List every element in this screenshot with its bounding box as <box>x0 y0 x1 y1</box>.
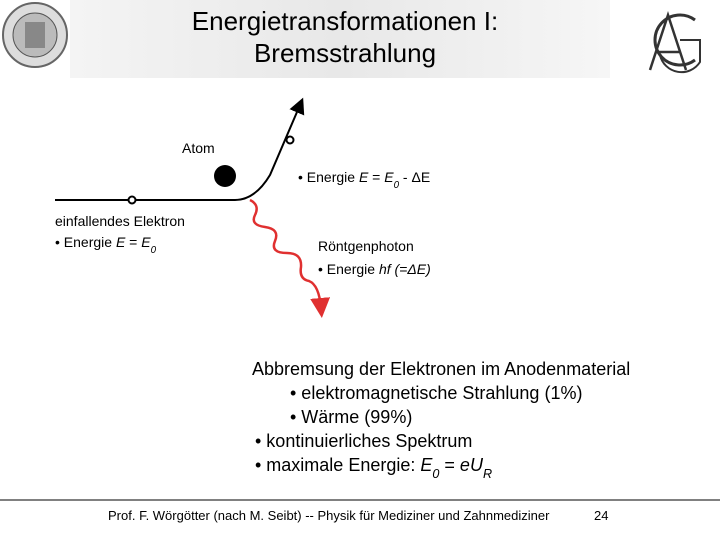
text-run: = <box>439 455 460 475</box>
text-run: E <box>420 455 433 475</box>
text-run: U <box>470 455 484 475</box>
text-run: • kontinuierliches Spektrum <box>255 431 472 451</box>
electron-label: einfallendes Elektron <box>55 213 185 229</box>
photon-energy: • Energie hf (=ΔE) <box>318 261 431 277</box>
footer-text: Prof. F. Wörgötter (nach M. Seibt) -- Ph… <box>108 508 550 523</box>
text-run: = <box>125 234 141 250</box>
text-run: Abbremsung der Elektronen im Anodenmater… <box>252 359 630 379</box>
cag-logo <box>648 10 701 74</box>
page-number: 24 <box>594 508 608 523</box>
text-run: • maximale Energie: <box>255 455 420 475</box>
body-line: • Wärme (99%) <box>290 407 412 427</box>
photon-label: Röntgenphoton <box>318 238 414 254</box>
text-run: R <box>483 467 492 481</box>
text-run: hf <box>379 261 393 277</box>
text-run: 0 <box>394 180 400 191</box>
seal-logo <box>2 2 68 68</box>
body-line: • elektromagnetische Strahlung (1%) <box>290 383 582 403</box>
body-line: Abbremsung der Elektronen im Anodenmater… <box>252 359 630 379</box>
photon-wave <box>249 198 331 318</box>
text-run: 0 <box>432 467 439 481</box>
title-line: Bremsstrahlung <box>254 38 436 68</box>
text-run: • Energie <box>298 169 359 185</box>
text-run: • elektromagnetische Strahlung (1%) <box>290 383 582 403</box>
trajectory <box>55 97 305 205</box>
header-band <box>70 0 610 78</box>
text-run: E <box>141 234 151 250</box>
text-run: (=ΔE) <box>391 261 431 277</box>
body-line: • maximale Energie: E0 = eUR <box>255 455 492 481</box>
text-run: • Energie <box>318 261 379 277</box>
text-run: - ΔE <box>399 169 430 185</box>
atom-label: Atom <box>182 140 215 156</box>
atom <box>214 165 236 187</box>
text-run: E <box>116 234 126 250</box>
body-line: • kontinuierliches Spektrum <box>255 431 472 451</box>
text-run: • Energie <box>55 234 116 250</box>
text-run: e <box>460 455 470 475</box>
text-run: • Wärme (99%) <box>290 407 412 427</box>
energy-in: • Energie E = E0 <box>55 234 157 256</box>
title-line: Energietransformationen I: <box>192 6 498 36</box>
text-run: = <box>368 169 384 185</box>
text-run: 0 <box>151 245 157 256</box>
text-run: E <box>384 169 394 185</box>
energy-out: • Energie E = E0 - ΔE <box>298 169 430 191</box>
text-run: E <box>359 169 369 185</box>
